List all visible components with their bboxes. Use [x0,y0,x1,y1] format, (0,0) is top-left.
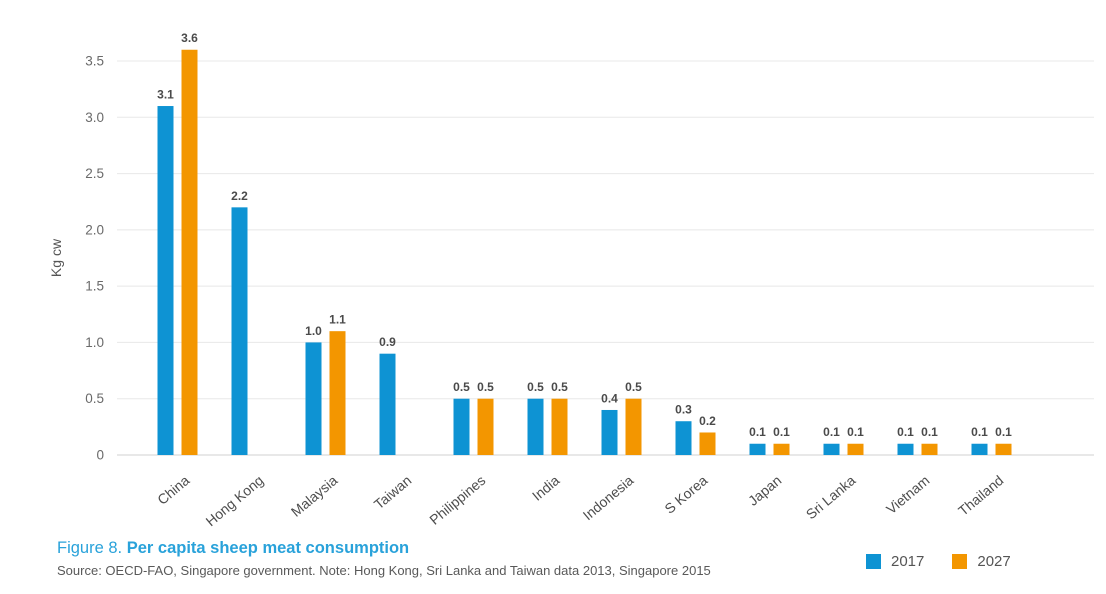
x-axis-label: China [154,472,192,508]
bar-2027-philippines [477,398,494,455]
legend-item-2027: 2027 [952,553,1011,570]
bar-2017-sri-lanka [823,443,840,455]
y-axis-title: Kg cw [48,238,64,277]
bar-2017-taiwan [379,353,396,455]
x-axis-label: Indonesia [580,472,637,523]
x-axis-label: Philippines [426,472,488,528]
x-axis-label: Hong Kong [202,472,266,529]
x-axis-label: Japan [745,472,785,509]
value-label: 0.5 [527,380,544,394]
x-axis-label: Sri Lanka [803,472,859,522]
value-label: 1.0 [305,324,322,338]
x-axis-label: India [529,472,563,504]
legend-label-2017: 2017 [891,553,925,570]
bar-2017-thailand [971,443,988,455]
bar-2027-sri-lanka [847,443,864,455]
bar-2017-japan [749,443,766,455]
value-label: 0.1 [897,425,914,439]
y-axis-tick-label: 2.5 [85,166,104,181]
bar-2017-india [527,398,544,455]
value-label: 0.2 [699,414,716,428]
y-axis-tick-label: 3.5 [85,54,104,69]
y-axis-tick-label: 2.0 [85,222,104,237]
value-label: 0.5 [625,380,642,394]
bar-2027-china [181,49,198,455]
legend-item-2017: 2017 [866,553,924,570]
value-label: 0.1 [971,425,988,439]
value-label: 0.1 [847,425,864,439]
bar-2027-malaysia [329,331,346,455]
value-label: 0.1 [995,425,1012,439]
x-axis-label: Taiwan [371,472,415,512]
y-axis-tick-label: 1.5 [85,279,104,294]
x-axis-label: Vietnam [883,472,932,517]
bar-2027-india [551,398,568,455]
bar-2027-indonesia [625,398,642,455]
bar-2017-china [157,106,174,456]
x-axis-label: S Korea [661,472,710,517]
y-axis-tick-label: 0.5 [85,391,104,406]
bar-2017-vietnam [897,443,914,455]
y-axis-tick-label: 0 [96,448,104,463]
x-axis-label: Malaysia [288,472,341,520]
value-label: 0.1 [773,425,790,439]
source-note: Source: OECD-FAO, Singapore government. … [57,563,711,578]
bar-2017-malaysia [305,342,322,455]
value-label: 0.1 [749,425,766,439]
value-label: 0.9 [379,335,396,349]
legend-label-2027: 2027 [977,553,1011,570]
y-axis-tick-label: 1.0 [85,335,104,350]
value-label: 0.1 [921,425,938,439]
bar-chart: 0 0.5 1.0 1.5 2.0 2.5 3.0 3.5 Kg cw 3.1 3.6 China 2.… [48,31,1094,529]
bar-2017-philippines [453,398,470,455]
bar-2017-hong-kong [231,207,248,455]
bar-2017-s-korea [675,421,692,455]
figure-label: Figure 8. [57,539,123,557]
value-label: 0.5 [477,380,494,394]
value-label: 0.5 [453,380,470,394]
value-label: 1.1 [329,313,346,327]
x-axis-label: Thailand [955,472,1006,519]
value-label: 3.6 [181,31,198,45]
bar-2027-thailand [995,443,1012,455]
legend-swatch-2027 [952,554,968,569]
value-label: 0.5 [551,380,568,394]
figure-title: Figure 8. Per capita sheep meat consumpt… [57,539,409,558]
chart-legend: 2017 2027 [866,553,1011,570]
figure-title-text: Per capita sheep meat consumption [126,539,410,557]
value-label: 0.3 [675,403,692,417]
value-label: 0.4 [601,391,618,405]
bar-2027-japan [773,443,790,455]
legend-swatch-2017 [866,554,881,569]
bar-2017-indonesia [601,409,618,455]
bar-2027-s-korea [699,432,716,455]
y-axis-tick-label: 3.0 [85,110,104,125]
bar-2027-vietnam [921,443,938,455]
value-label: 2.2 [231,189,248,203]
value-label: 3.1 [157,88,174,102]
value-label: 0.1 [823,425,840,439]
